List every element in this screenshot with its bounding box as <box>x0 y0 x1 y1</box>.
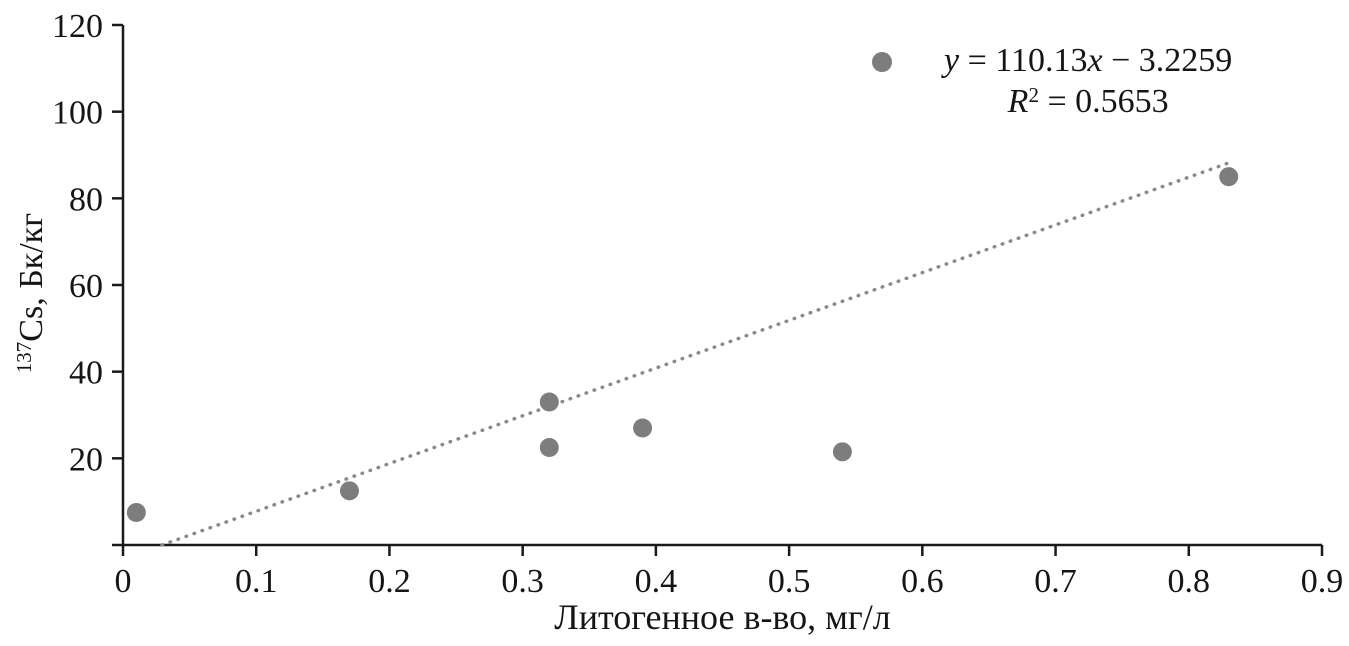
y-tick-label: 60 <box>69 268 103 305</box>
y-axis-label-text: Cs, Бк/кг <box>13 212 50 342</box>
data-point[interactable] <box>633 418 653 438</box>
r-squared-value: = 0.5653 <box>1038 83 1169 121</box>
x-tick-label: 0.9 <box>1301 563 1344 600</box>
legend-equation: y = 110.13x − 3.2259 <box>944 40 1232 81</box>
y-tick-label: 40 <box>69 355 103 392</box>
data-point[interactable] <box>1219 167 1239 187</box>
x-tick-label: 0.3 <box>501 563 544 600</box>
data-point[interactable] <box>339 481 359 501</box>
data-point[interactable] <box>539 392 559 412</box>
x-tick-label: 0 <box>115 563 132 600</box>
equation-x-variable: x <box>1087 42 1103 79</box>
x-tick-label: 0.8 <box>1168 563 1211 600</box>
x-tick-label: 0.5 <box>768 563 811 600</box>
equation-middle: = 110.13 <box>959 42 1088 79</box>
legend-marker-icon <box>872 52 892 72</box>
y-tick-label: 100 <box>52 95 103 132</box>
y-axis-label: 137Cs, Бк/кг <box>12 143 55 443</box>
data-point[interactable] <box>126 503 146 522</box>
legend: y = 110.13x − 3.2259 R2 = 0.5653 <box>872 40 1232 123</box>
x-tick-label: 0.7 <box>1034 563 1077 600</box>
equation-y-variable: y <box>944 42 960 79</box>
x-tick-label: 0.4 <box>635 563 678 600</box>
legend-r-squared: R2 = 0.5653 <box>944 81 1232 122</box>
equation-tail: − 3.2259 <box>1102 42 1233 79</box>
data-point[interactable] <box>539 438 559 457</box>
x-tick-label: 0.2 <box>368 563 411 600</box>
y-axis-label-superscript: 137 <box>12 341 36 374</box>
x-tick-label: 0.1 <box>235 563 278 600</box>
data-point[interactable] <box>832 442 852 462</box>
trendline <box>160 161 1231 547</box>
r-squared-variable: R <box>1007 83 1029 121</box>
r-squared-exponent: 2 <box>1028 83 1039 108</box>
x-tick-label: 0.6 <box>901 563 944 600</box>
x-axis-label: Литогенное в-во, мг/л <box>554 597 891 637</box>
y-tick-label: 80 <box>69 181 103 218</box>
y-tick-label: 20 <box>69 441 103 478</box>
y-tick-label: 120 <box>52 8 103 45</box>
